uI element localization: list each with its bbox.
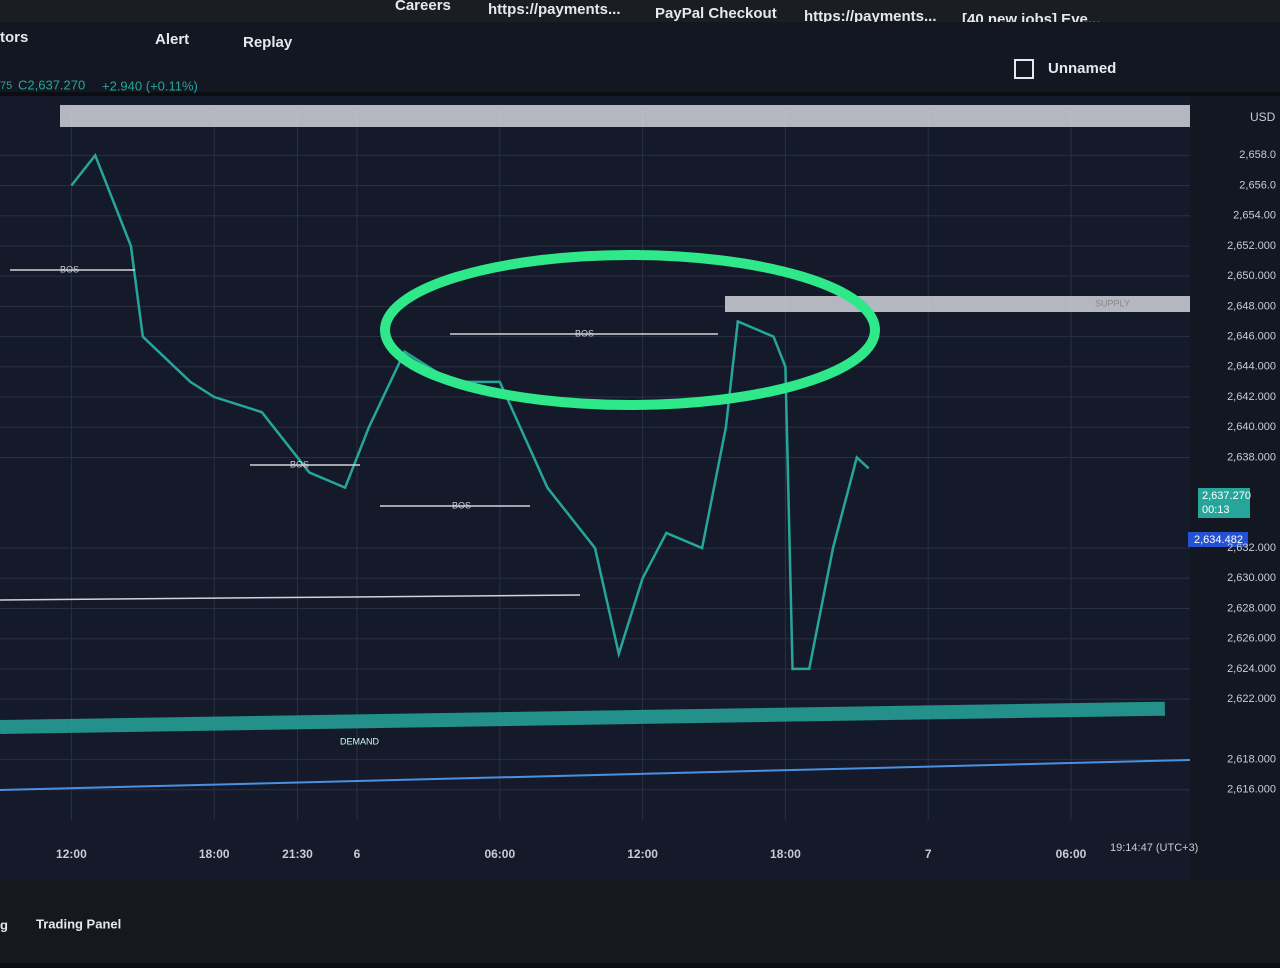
- symbol: 75: [0, 80, 12, 92]
- clock: 19:14:47 (UTC+3): [1110, 842, 1198, 854]
- bos-label: BOS: [452, 500, 471, 510]
- bookmark[interactable]: PayPal Checkout: [655, 5, 777, 22]
- x-tick-label: 06:00: [1056, 847, 1087, 861]
- bos-label: BOS: [60, 264, 79, 274]
- y-tick-label: 2,632.000: [1227, 542, 1276, 554]
- x-tick-label: 18:00: [199, 847, 230, 861]
- price-tag: [1188, 532, 1248, 547]
- toolbar-item[interactable]: tors: [0, 29, 28, 46]
- y-tick-label: 2,656.0: [1239, 179, 1276, 191]
- bottom-panel: [0, 880, 1280, 963]
- price-tag-label: 00:13: [1202, 504, 1230, 516]
- panel-tab[interactable]: g: [0, 917, 8, 932]
- x-tick-label: 12:00: [627, 847, 658, 861]
- x-tick-label: 12:00: [56, 847, 87, 861]
- y-tick-label: 2,646.000: [1227, 331, 1276, 343]
- bookmark[interactable]: https://payments...: [488, 1, 621, 18]
- y-tick-label: 2,616.000: [1227, 784, 1276, 796]
- bookmark-bar: [0, 0, 1280, 22]
- y-tick-label: 2,622.000: [1227, 693, 1276, 705]
- bookmark[interactable]: https://payments...: [804, 8, 937, 25]
- bos-label: BOS: [575, 328, 594, 338]
- x-tick-label: 06:00: [484, 847, 515, 861]
- price-tag-label: 2,637.270: [1202, 490, 1251, 502]
- price-tag: [1198, 488, 1250, 518]
- layout-name[interactable]: Unnamed: [1048, 60, 1116, 77]
- y-tick-label: 2,624.000: [1227, 663, 1276, 675]
- y-tick-label: 2,628.000: [1227, 602, 1276, 614]
- x-tick-label: 7: [925, 847, 932, 861]
- x-tick-label: 21:30: [282, 847, 313, 861]
- zone-label: DEMAND: [340, 736, 380, 746]
- currency: USD: [1250, 110, 1276, 124]
- panel-tab[interactable]: Trading Panel: [36, 916, 121, 931]
- y-tick-label: 2,648.000: [1227, 300, 1276, 312]
- price-tag-label: 2,634.482: [1194, 534, 1243, 546]
- level-line: [0, 594, 581, 601]
- y-tick-label: 2,650.000: [1227, 270, 1276, 282]
- y-tick-label: 2,618.000: [1227, 753, 1276, 765]
- y-tick-label: 2,640.000: [1227, 421, 1276, 433]
- toolbar-item[interactable]: Replay: [243, 34, 293, 51]
- bookmark[interactable]: Careers: [395, 0, 451, 14]
- x-tick-label: 6: [354, 847, 361, 861]
- y-tick-label: 2,654.00: [1233, 210, 1276, 222]
- x-tick-label: 18:00: [770, 847, 801, 861]
- toolbar-item[interactable]: Alert: [155, 31, 189, 48]
- price-line: [70, 152, 870, 671]
- demand-zone: [0, 701, 1165, 734]
- y-tick-label: 2,644.000: [1227, 361, 1276, 373]
- price-change: +2.940 (+0.11%): [102, 78, 198, 93]
- zone-label: SUPPLY: [1095, 298, 1130, 308]
- y-tick-label: 2,638.000: [1227, 451, 1276, 463]
- y-tick-label: 2,658.0: [1239, 149, 1276, 161]
- y-tick-label: 2,652.000: [1227, 240, 1276, 252]
- close-price: C2,637.270: [18, 77, 85, 92]
- y-tick-label: 2,642.000: [1227, 391, 1276, 403]
- top-zone: [60, 105, 1240, 127]
- supply-zone: [725, 296, 1220, 312]
- y-tick-label: 2,630.000: [1227, 572, 1276, 584]
- highlight-ellipse: [380, 250, 880, 410]
- bos-label: BOS: [290, 459, 309, 469]
- layout-icon: [1014, 59, 1034, 79]
- level-line: [0, 759, 1191, 791]
- chart-area: [0, 96, 1190, 880]
- toolbar: [0, 22, 1280, 92]
- y-tick-label: 2,626.000: [1227, 633, 1276, 645]
